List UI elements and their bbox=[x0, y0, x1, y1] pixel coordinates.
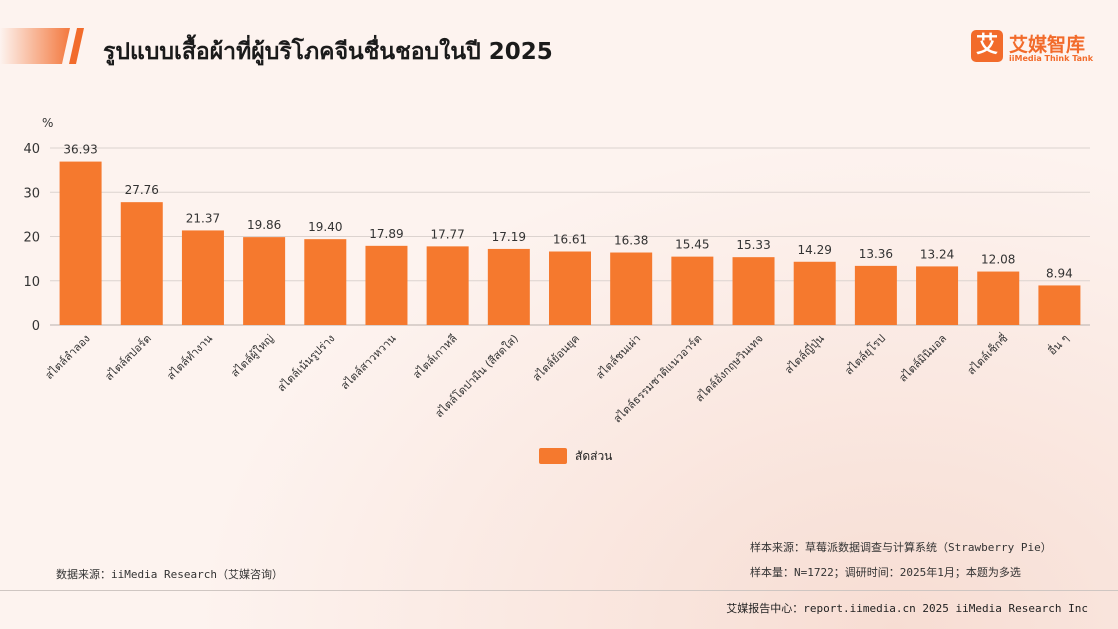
x-tick-label: สไตล์ญี่ปุ่น bbox=[781, 330, 827, 376]
x-tick-label: สไตล์ชนเผ่า bbox=[593, 332, 643, 382]
x-tick-label: สไตล์มินิมอล bbox=[897, 332, 950, 385]
data-source-note: 数据来源：iiMedia Research（艾媒咨询） bbox=[56, 568, 283, 581]
data-label: 21.37 bbox=[186, 211, 220, 225]
x-tick-label: อื่น ๆ bbox=[1044, 330, 1071, 357]
bar bbox=[181, 230, 224, 325]
x-tick-label: สไตล์สาวหวาน bbox=[338, 332, 399, 393]
title-decoration bbox=[0, 28, 84, 64]
data-label: 19.86 bbox=[247, 218, 281, 232]
bar bbox=[793, 261, 836, 325]
y-tick-label: 30 bbox=[23, 186, 40, 201]
bar bbox=[610, 252, 653, 325]
bar bbox=[304, 239, 347, 325]
logo-name-en: iiMedia Think Tank bbox=[1009, 54, 1094, 63]
data-label: 17.77 bbox=[430, 227, 464, 241]
bar bbox=[59, 161, 102, 325]
x-tick-label: สไตล์ผู้ใหญ่ bbox=[228, 332, 276, 380]
data-label: 17.19 bbox=[492, 230, 526, 244]
bar bbox=[854, 265, 897, 325]
page-title: รูปแบบเสื้อผ้าที่ผู้บริโภคจีนชื่นชอบในปี… bbox=[103, 39, 553, 65]
x-tick-label: สไตล์ทำงาน bbox=[164, 332, 215, 383]
data-label: 8.94 bbox=[1046, 266, 1073, 280]
bar bbox=[732, 257, 775, 325]
bar bbox=[120, 202, 163, 325]
data-label: 15.45 bbox=[675, 238, 709, 252]
bar bbox=[549, 251, 591, 325]
bar bbox=[243, 237, 286, 325]
logo-name-cn: 艾媒智库 bbox=[1009, 34, 1086, 56]
data-label: 15.33 bbox=[736, 238, 770, 252]
x-tick-label: สไตล์ลำลอง bbox=[43, 332, 93, 382]
x-tick-label: สไตล์อังกฤษวินเทจ bbox=[693, 332, 766, 405]
x-tick-label: สไตล์ย้อนยุค bbox=[530, 332, 582, 384]
legend-swatch bbox=[539, 448, 567, 464]
legend-label: สัดส่วน bbox=[575, 449, 613, 463]
x-tick-label: สไตล์ยุโรป bbox=[842, 331, 888, 377]
data-label: 27.76 bbox=[125, 183, 159, 197]
bar bbox=[671, 256, 714, 325]
sample-size-note: 样本量：N=1722；调研时间：2025年1月；本题为多选 bbox=[750, 566, 1021, 579]
y-tick-label: 0 bbox=[32, 319, 40, 334]
footer-text: 艾媒报告中心：report.iimedia.cn 2025 iiMedia Re… bbox=[726, 602, 1088, 615]
y-axis-label: % bbox=[42, 116, 53, 130]
data-label: 17.89 bbox=[369, 227, 403, 241]
logo-mark: 艾 bbox=[971, 30, 1003, 62]
bar bbox=[916, 266, 959, 325]
data-label: 13.24 bbox=[920, 247, 954, 261]
y-tick-label: 20 bbox=[23, 231, 40, 246]
sample-source-note: 样本来源：草莓派数据调查与计算系统（Strawberry Pie） bbox=[750, 541, 1052, 554]
data-label: 16.38 bbox=[614, 234, 648, 248]
y-tick-label: 10 bbox=[23, 275, 40, 290]
bar bbox=[365, 245, 408, 325]
bar bbox=[977, 271, 1020, 325]
bar bbox=[487, 248, 530, 325]
data-label: 36.93 bbox=[63, 143, 97, 157]
x-tick-label: สไตล์เกาหลี bbox=[410, 332, 459, 381]
data-label: 13.36 bbox=[859, 247, 893, 261]
footer-divider bbox=[0, 590, 1118, 591]
brand-logo: 艾 艾媒智库 iiMedia Think Tank bbox=[971, 30, 1101, 70]
x-tick-label: สไตล์เซ็กซี่ bbox=[963, 330, 1010, 377]
bar bbox=[426, 246, 469, 325]
x-tick-label: สไตล์เน้นรูปร่าง bbox=[275, 332, 337, 394]
data-label: 14.29 bbox=[798, 243, 832, 257]
data-label: 12.08 bbox=[981, 253, 1015, 267]
bar-chart: 0 10 20 30 40% 36.93 สไตล์ลำลอง 27.76 สไตล์สปอร์… bbox=[23, 116, 1090, 425]
data-label: 16.61 bbox=[553, 233, 587, 247]
y-tick-label: 40 bbox=[23, 142, 40, 157]
data-label: 19.40 bbox=[308, 220, 342, 234]
bar bbox=[1038, 285, 1081, 325]
x-tick-label: สไตล์สปอร์ต bbox=[103, 332, 154, 383]
